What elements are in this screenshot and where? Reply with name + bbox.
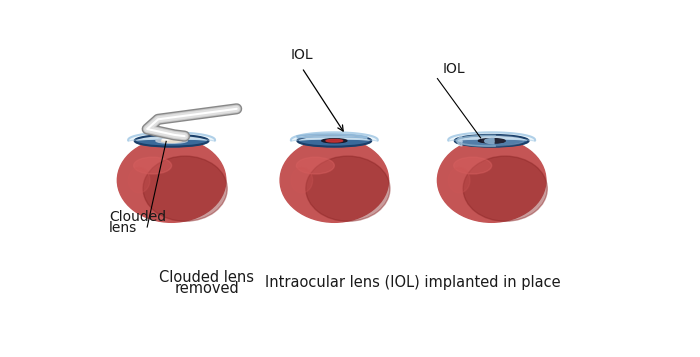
Text: IOL: IOL: [443, 62, 466, 76]
Text: Clouded: Clouded: [109, 210, 167, 224]
Ellipse shape: [296, 157, 335, 174]
Text: lens: lens: [109, 221, 137, 235]
Ellipse shape: [156, 138, 188, 143]
Ellipse shape: [478, 139, 505, 143]
Ellipse shape: [306, 156, 390, 221]
Ellipse shape: [162, 139, 169, 140]
Polygon shape: [128, 132, 215, 141]
Ellipse shape: [118, 138, 226, 222]
Ellipse shape: [448, 168, 470, 193]
Ellipse shape: [482, 139, 505, 143]
Ellipse shape: [128, 168, 150, 193]
Ellipse shape: [463, 156, 547, 221]
Ellipse shape: [143, 156, 228, 221]
Ellipse shape: [298, 135, 371, 147]
Polygon shape: [291, 132, 378, 141]
Ellipse shape: [455, 135, 528, 147]
Ellipse shape: [134, 135, 209, 147]
Text: removed: removed: [174, 281, 239, 296]
Text: IOL: IOL: [290, 48, 313, 62]
Ellipse shape: [291, 168, 313, 193]
Ellipse shape: [280, 138, 388, 222]
Ellipse shape: [456, 135, 524, 146]
Ellipse shape: [454, 157, 491, 174]
Ellipse shape: [162, 139, 182, 142]
Polygon shape: [448, 132, 535, 141]
Ellipse shape: [322, 139, 347, 143]
Ellipse shape: [134, 157, 172, 174]
Ellipse shape: [326, 140, 342, 142]
Ellipse shape: [438, 138, 546, 222]
Text: Intraocular lens (IOL) implanted in place: Intraocular lens (IOL) implanted in plac…: [265, 275, 561, 290]
Polygon shape: [298, 134, 367, 138]
Text: Clouded lens: Clouded lens: [160, 270, 254, 285]
